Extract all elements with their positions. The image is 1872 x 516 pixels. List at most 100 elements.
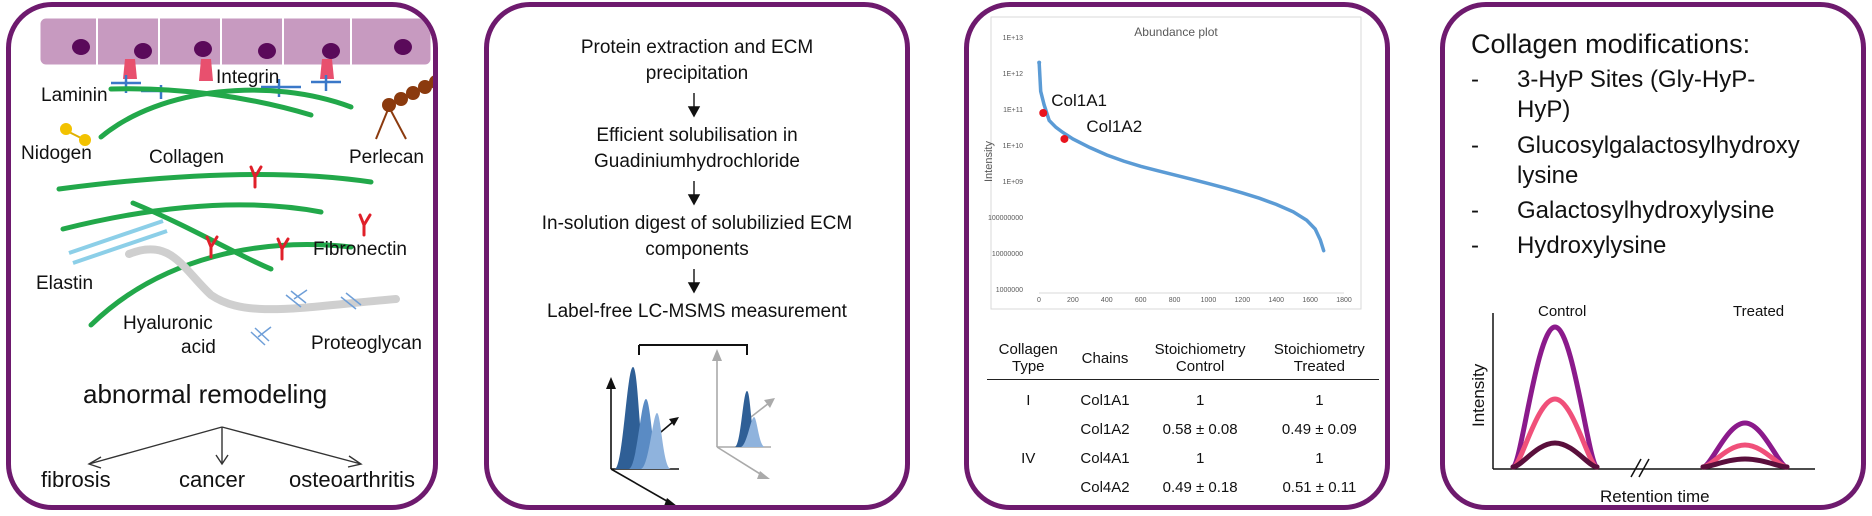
list-dash: -	[1471, 132, 1479, 159]
x-tick-label: 400	[1100, 297, 1113, 304]
chromatogram-peak	[1510, 440, 1600, 470]
cell-chain: Col1A2	[1080, 421, 1130, 438]
hyaluronic-label: Hyaluronic	[123, 313, 213, 334]
table-row: I Col1A1 1 1	[987, 386, 1379, 415]
proteoglycan-label: Proteoglycan	[311, 333, 422, 354]
x-tick-label: 600	[1134, 297, 1147, 304]
cell-type: I	[1026, 392, 1031, 409]
outcome-fibrosis: fibrosis	[41, 467, 111, 492]
laminin-label: Laminin	[41, 85, 108, 106]
x-tick-label: 200	[1067, 297, 1079, 304]
elastin-fibers	[68, 219, 168, 265]
fibronectin-label: Fibronectin	[313, 239, 407, 260]
cell-treated: 0.49 ± 0.09	[1281, 421, 1357, 438]
perlecan-molecule	[375, 75, 433, 140]
header-collagen-type: Collagen Type	[998, 341, 1058, 375]
modifications-title: Collagen modifications:	[1471, 29, 1751, 59]
list-text: Hydroxylysine	[1517, 232, 1667, 259]
perlecan-label: Perlecan	[349, 147, 424, 168]
acid-label: acid	[181, 337, 216, 358]
nidogen-label: Nidogen	[21, 143, 92, 164]
chromatogram-peak	[1700, 456, 1790, 470]
list-text: 3-HyP Sites (Gly-HyP- HyP)	[1517, 66, 1756, 123]
cell-control: 0.58 ± 0.08	[1162, 421, 1238, 438]
fibronectin-marks	[205, 165, 372, 261]
step-extraction-line2: precipitation	[645, 63, 749, 84]
y-tick-label: 10000000	[991, 251, 1023, 258]
peak-chart	[1492, 313, 1815, 478]
list-item: - Galactosylhydroxylysine	[1471, 196, 1800, 226]
cell-chain: Col4A2	[1080, 479, 1130, 496]
remodeling-title: abnormal remodeling	[83, 379, 328, 409]
step-lcms: Label-free LC-MSMS measurement	[547, 301, 847, 322]
collagen-fibers	[56, 86, 374, 328]
outcome-cancer: cancer	[179, 467, 246, 492]
step-digest-line2: components	[645, 239, 749, 260]
list-dash: -	[1471, 66, 1479, 93]
step-solubilisation-line2: Guadiniumhydrochloride	[594, 151, 800, 172]
y-tick-label: 1E+09	[1002, 179, 1023, 186]
chromatogram-peak	[1700, 420, 1790, 470]
treated-label: Treated	[1733, 303, 1785, 320]
step-arrows	[687, 93, 701, 294]
cell-type: IV	[1021, 450, 1036, 467]
x-tick-label: 1000	[1200, 297, 1217, 304]
list-dash: -	[1471, 232, 1479, 259]
highlight-point	[1039, 109, 1048, 117]
list-item: - Glucosylgalactosylhydroxy lysine	[1471, 131, 1800, 191]
axis-break	[1630, 458, 1650, 478]
step-solubilisation-line1: Efficient solubilisation in	[596, 125, 798, 146]
list-item: - Hydroxylysine	[1471, 231, 1800, 261]
step-extraction-line1: Protein extraction and ECM	[580, 37, 814, 58]
cell-treated: 0.51 ± 0.11	[1282, 479, 1357, 496]
collagen-label: Collagen	[149, 147, 224, 168]
table-row: Col1A2 0.58 ± 0.08 0.49 ± 0.09	[987, 415, 1379, 444]
chromatogram-peak	[1510, 324, 1600, 470]
cell-treated: 1	[1315, 450, 1324, 467]
abundance-title: Abundance plot	[1134, 25, 1218, 39]
highlight-label: Col1A1	[1051, 91, 1107, 110]
cell-chain: Col1A1	[1080, 392, 1130, 409]
outcome-arrows	[87, 426, 363, 469]
y-tick-label: 100000000	[987, 215, 1023, 222]
cell-type	[987, 415, 1070, 444]
highlight-point	[1060, 134, 1069, 143]
cell-control: 1	[1195, 392, 1205, 409]
integrin-receptors	[123, 59, 334, 81]
cell-chain: Col4A1	[1080, 450, 1130, 467]
y-tick-label: 1000000	[995, 287, 1023, 294]
peak-series	[1510, 324, 1790, 470]
y-tick-label: 1E+11	[1003, 107, 1023, 114]
y-tick-label: 1E+10	[1002, 143, 1023, 150]
list-text: Glucosylgalactosylhydroxy lysine	[1517, 132, 1800, 189]
control-label: Control	[1538, 303, 1587, 320]
table-row: IV Col4A1 1 1	[987, 444, 1379, 473]
abundance-ylabel: Intensity	[983, 141, 995, 182]
cell-control: 0.49 ± 0.18	[1162, 479, 1238, 496]
cell-type	[987, 473, 1070, 502]
workflow-graphics	[606, 93, 775, 505]
modifications-panel: Collagen modifications: - 3-HyP Sites (G…	[1440, 2, 1866, 510]
modification-list: - 3-HyP Sites (Gly-HyP- HyP) - Glucosylga…	[1471, 65, 1800, 261]
highlight-label: Col1A2	[1086, 116, 1143, 136]
cell-control: 1	[1195, 450, 1205, 467]
integrin-label: Integrin	[216, 67, 280, 88]
chromatogram-peak	[1510, 396, 1600, 470]
cell-layer	[39, 17, 432, 66]
cell-treated: 1	[1315, 392, 1324, 409]
header-chains: Chains	[1081, 349, 1129, 367]
header-control: Stoichiometry Control	[1154, 341, 1246, 375]
stoichiometry-table: Collagen Type Chains Stoichiometry Control…	[987, 341, 1379, 502]
x-tick-label: 1200	[1234, 297, 1251, 304]
nidogen-molecule	[60, 123, 91, 146]
elastin-label: Elastin	[36, 273, 94, 294]
chromatogram-peak	[1700, 442, 1790, 470]
x-tick-label: 0	[1037, 297, 1041, 304]
x-tick-label: 1600	[1302, 297, 1318, 304]
ecm-panel: Laminin Integrin Nidogen Collagen Perlec…	[6, 2, 438, 510]
data-point	[1037, 60, 1042, 65]
y-tick-label: 1E+13	[1002, 35, 1023, 42]
abundance-chart	[990, 16, 1362, 310]
abundance-series-line	[1037, 60, 1326, 253]
abundance-panel: Abundance plot Intensity 1000000 10000000…	[964, 2, 1390, 510]
